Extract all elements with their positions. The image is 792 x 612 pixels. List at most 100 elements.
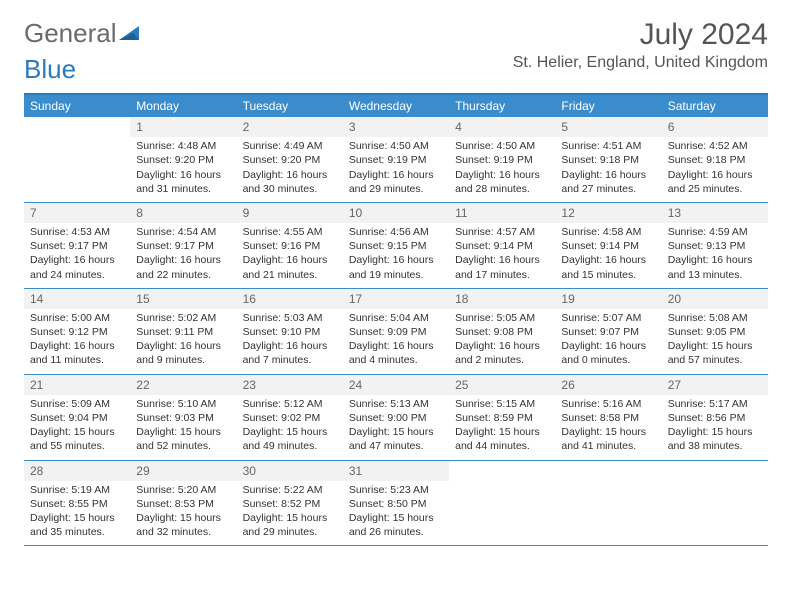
day-detail: Sunrise: 5:03 AM [243, 311, 337, 325]
day-detail: Daylight: 16 hours and 11 minutes. [30, 339, 124, 367]
day-detail: Sunset: 9:20 PM [243, 153, 337, 167]
day-detail: Daylight: 15 hours and 52 minutes. [136, 425, 230, 453]
day-detail: Sunset: 9:00 PM [349, 411, 443, 425]
location: St. Helier, England, United Kingdom [513, 54, 768, 72]
day-detail: Daylight: 16 hours and 30 minutes. [243, 168, 337, 196]
day-cell: 12Sunrise: 4:58 AMSunset: 9:14 PMDayligh… [555, 203, 661, 288]
day-detail: Sunset: 9:04 PM [30, 411, 124, 425]
day-detail: Sunset: 8:56 PM [668, 411, 762, 425]
day-cell: 26Sunrise: 5:16 AMSunset: 8:58 PMDayligh… [555, 375, 661, 460]
day-detail: Daylight: 16 hours and 28 minutes. [455, 168, 549, 196]
week-row: 14Sunrise: 5:00 AMSunset: 9:12 PMDayligh… [24, 289, 768, 375]
day-detail: Sunrise: 4:58 AM [561, 225, 655, 239]
day-detail: Sunrise: 4:50 AM [455, 139, 549, 153]
day-number: 12 [555, 203, 661, 223]
day-detail: Sunset: 8:58 PM [561, 411, 655, 425]
day-detail: Daylight: 15 hours and 32 minutes. [136, 511, 230, 539]
day-detail: Sunset: 9:20 PM [136, 153, 230, 167]
day-detail: Sunrise: 4:49 AM [243, 139, 337, 153]
week-row: 28Sunrise: 5:19 AMSunset: 8:55 PMDayligh… [24, 461, 768, 547]
day-detail: Sunrise: 4:48 AM [136, 139, 230, 153]
day-cell: 25Sunrise: 5:15 AMSunset: 8:59 PMDayligh… [449, 375, 555, 460]
day-detail: Daylight: 16 hours and 22 minutes. [136, 253, 230, 281]
day-number: 27 [662, 375, 768, 395]
day-number: 6 [662, 117, 768, 137]
day-cell: 19Sunrise: 5:07 AMSunset: 9:07 PMDayligh… [555, 289, 661, 374]
day-number: 2 [237, 117, 343, 137]
day-detail: Sunrise: 5:05 AM [455, 311, 549, 325]
day-cell [449, 461, 555, 546]
day-detail: Sunrise: 5:16 AM [561, 397, 655, 411]
day-detail: Sunset: 8:55 PM [30, 497, 124, 511]
day-detail: Daylight: 16 hours and 7 minutes. [243, 339, 337, 367]
day-detail: Sunset: 9:07 PM [561, 325, 655, 339]
day-detail: Sunrise: 5:02 AM [136, 311, 230, 325]
day-cell: 21Sunrise: 5:09 AMSunset: 9:04 PMDayligh… [24, 375, 130, 460]
day-detail: Sunrise: 5:13 AM [349, 397, 443, 411]
logo-text-1: General [24, 18, 117, 49]
day-detail: Daylight: 16 hours and 24 minutes. [30, 253, 124, 281]
day-cell: 23Sunrise: 5:12 AMSunset: 9:02 PMDayligh… [237, 375, 343, 460]
weekday-header: Friday [555, 95, 661, 117]
day-detail: Sunrise: 4:52 AM [668, 139, 762, 153]
day-cell: 17Sunrise: 5:04 AMSunset: 9:09 PMDayligh… [343, 289, 449, 374]
day-cell: 18Sunrise: 5:05 AMSunset: 9:08 PMDayligh… [449, 289, 555, 374]
day-cell: 8Sunrise: 4:54 AMSunset: 9:17 PMDaylight… [130, 203, 236, 288]
day-detail: Daylight: 16 hours and 21 minutes. [243, 253, 337, 281]
month-title: July 2024 [513, 18, 768, 52]
weekday-header: Thursday [449, 95, 555, 117]
day-number: 14 [24, 289, 130, 309]
day-detail: Sunset: 9:08 PM [455, 325, 549, 339]
day-cell: 16Sunrise: 5:03 AMSunset: 9:10 PMDayligh… [237, 289, 343, 374]
day-number: 25 [449, 375, 555, 395]
day-number: 30 [237, 461, 343, 481]
day-detail: Daylight: 16 hours and 19 minutes. [349, 253, 443, 281]
day-detail: Sunrise: 4:51 AM [561, 139, 655, 153]
day-detail: Sunrise: 4:57 AM [455, 225, 549, 239]
day-detail: Sunrise: 5:08 AM [668, 311, 762, 325]
weekday-header-row: SundayMondayTuesdayWednesdayThursdayFrid… [24, 95, 768, 117]
day-detail: Sunset: 9:09 PM [349, 325, 443, 339]
day-detail: Daylight: 16 hours and 25 minutes. [668, 168, 762, 196]
day-detail: Daylight: 15 hours and 57 minutes. [668, 339, 762, 367]
day-cell: 2 Sunrise: 4:49 AMSunset: 9:20 PMDaylight… [237, 117, 343, 202]
week-row: 21Sunrise: 5:09 AMSunset: 9:04 PMDayligh… [24, 375, 768, 461]
day-detail: Daylight: 16 hours and 31 minutes. [136, 168, 230, 196]
day-detail: Daylight: 15 hours and 35 minutes. [30, 511, 124, 539]
day-detail: Sunset: 9:16 PM [243, 239, 337, 253]
day-number: 28 [24, 461, 130, 481]
day-detail: Sunrise: 5:15 AM [455, 397, 549, 411]
day-cell: 14Sunrise: 5:00 AMSunset: 9:12 PMDayligh… [24, 289, 130, 374]
day-number: 20 [662, 289, 768, 309]
day-detail: Daylight: 15 hours and 47 minutes. [349, 425, 443, 453]
day-number: 10 [343, 203, 449, 223]
day-cell: 29Sunrise: 5:20 AMSunset: 8:53 PMDayligh… [130, 461, 236, 546]
day-cell: 5Sunrise: 4:51 AMSunset: 9:18 PMDaylight… [555, 117, 661, 202]
day-number: 26 [555, 375, 661, 395]
day-cell: 31Sunrise: 5:23 AMSunset: 8:50 PMDayligh… [343, 461, 449, 546]
day-number: 15 [130, 289, 236, 309]
weekday-header: Sunday [24, 95, 130, 117]
title-block: July 2024 St. Helier, England, United Ki… [513, 18, 768, 72]
day-number: 1 [130, 117, 236, 137]
day-detail: Daylight: 15 hours and 49 minutes. [243, 425, 337, 453]
day-number: 11 [449, 203, 555, 223]
day-detail: Sunrise: 4:53 AM [30, 225, 124, 239]
day-cell: 6Sunrise: 4:52 AMSunset: 9:18 PMDaylight… [662, 117, 768, 202]
day-cell: 10Sunrise: 4:56 AMSunset: 9:15 PMDayligh… [343, 203, 449, 288]
day-detail: Sunrise: 4:50 AM [349, 139, 443, 153]
day-cell: 1 Sunrise: 4:48 AMSunset: 9:20 PMDaylight… [130, 117, 236, 202]
day-detail: Sunset: 8:59 PM [455, 411, 549, 425]
day-number: 13 [662, 203, 768, 223]
weekday-header: Monday [130, 95, 236, 117]
day-cell: 27Sunrise: 5:17 AMSunset: 8:56 PMDayligh… [662, 375, 768, 460]
day-detail: Daylight: 16 hours and 15 minutes. [561, 253, 655, 281]
weekday-header: Saturday [662, 95, 768, 117]
day-detail: Sunrise: 4:54 AM [136, 225, 230, 239]
day-number: 29 [130, 461, 236, 481]
day-detail: Sunset: 9:17 PM [136, 239, 230, 253]
day-detail: Sunrise: 5:07 AM [561, 311, 655, 325]
day-detail: Daylight: 15 hours and 55 minutes. [30, 425, 124, 453]
day-detail: Sunset: 9:15 PM [349, 239, 443, 253]
day-cell [555, 461, 661, 546]
